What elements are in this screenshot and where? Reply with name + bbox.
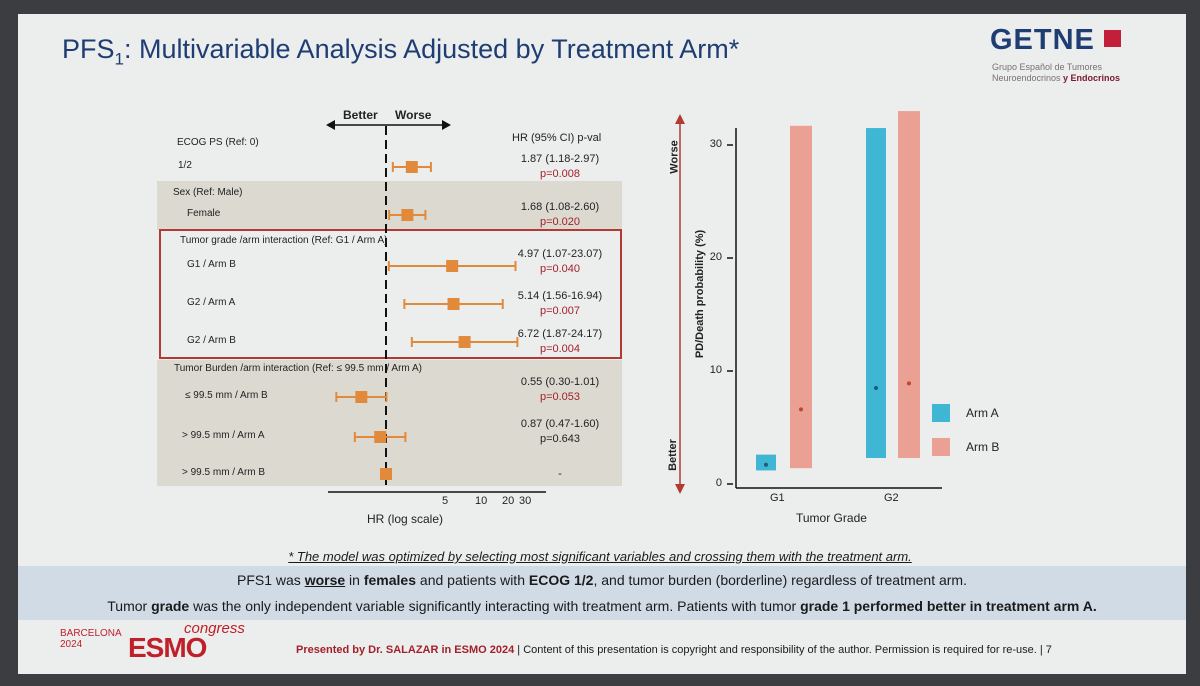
hr-ci-text: 1.87 (1.18-2.97) [520, 153, 600, 165]
hr-point [401, 209, 414, 221]
x-axis-label: HR (log scale) [367, 512, 444, 526]
bar-point-estimate [799, 407, 803, 412]
congress-wordmark: congress [184, 620, 245, 637]
p-value-text: p=0.040 [539, 263, 581, 275]
getne-logo: GETNE Grupo Español de Tumores Neuroendoc… [990, 24, 1130, 96]
logo-word: GETNE [990, 24, 1095, 56]
row-label: G2 / Arm A [187, 297, 236, 308]
p-value-text: p=0.008 [539, 168, 581, 180]
bar-worse-arrow-head [675, 114, 685, 124]
hr-point [374, 431, 387, 443]
logo-square-mark [1104, 30, 1121, 47]
worse-arrow-head [442, 120, 451, 130]
row-label: 1/2 [178, 160, 192, 171]
bar-y-tick-label: 0 [715, 477, 722, 489]
bar-point-estimate [874, 385, 878, 390]
row-label: > 99.5 mm / Arm A [182, 430, 265, 441]
sex-group-band [157, 181, 622, 230]
forest-x-tick: 20 [502, 495, 515, 507]
row-label: G2 / Arm B [187, 335, 236, 346]
hr-ci-text: 0.87 (0.47-1.60) [520, 418, 600, 430]
hr-point [380, 468, 392, 480]
conclusion-line-1: PFS1 was worse in females and patients w… [237, 572, 967, 588]
conclusion-line-2: Tumor grade was the only independent var… [107, 598, 1097, 614]
p-value-text: p=0.053 [539, 391, 581, 403]
forest-x-tick: 10 [475, 495, 488, 507]
group-label-sex: Sex (Ref: Male) [173, 187, 243, 198]
bar-y-tick-label: 30 [709, 138, 722, 150]
p-value-text: - [558, 468, 562, 480]
bar-point-estimate [907, 381, 911, 386]
conclusion-band: PFS1 was worse in females and patients w… [18, 566, 1186, 620]
bar-category-g2: G2 [884, 492, 899, 504]
bar-category-g1: G1 [770, 492, 785, 504]
legend-arm-b-swatch [932, 438, 950, 456]
legend-arm-a-swatch [932, 404, 950, 422]
congress-city: BARCELONA 2024 [60, 628, 122, 650]
group-label-tumor-burden: Tumor Burden /arm interaction (Ref: ≤ 99… [174, 363, 422, 374]
hr-ci-text: 1.68 (1.08-2.60) [520, 201, 600, 213]
bar-better-arrow-head [675, 484, 685, 494]
tumor-burden-group-band [157, 360, 622, 486]
worse-label: Worse [395, 108, 432, 122]
bar-arm-b [790, 125, 812, 469]
row-label: > 99.5 mm / Arm B [182, 467, 266, 478]
esmo-congress-logo: BARCELONA 2024 ESMO congress [56, 620, 256, 664]
group-label-ecog: ECOG PS (Ref: 0) [177, 137, 259, 148]
hr-point [446, 260, 459, 272]
row-label: Female [187, 208, 221, 219]
better-label: Better [343, 108, 378, 122]
bar-y-tick-label: 10 [709, 364, 722, 376]
bar-better-label: Better [666, 439, 679, 471]
hr-ci-text: 5.14 (1.56-16.94) [517, 290, 603, 302]
footnote: * The model was optimized by selecting m… [288, 549, 912, 564]
hr-point [458, 336, 471, 348]
legend-arm-a-label: Arm A [966, 406, 999, 420]
tumor-grade-highlight-box [159, 229, 622, 359]
better-arrow-head [326, 120, 335, 130]
p-value-text: p=0.020 [539, 216, 581, 228]
bar-worse-label: Worse [668, 140, 681, 174]
legend-arm-b-label: Arm B [966, 440, 1000, 454]
p-value-text: p=0.007 [539, 305, 581, 317]
presenter-footer: Presented by Dr. SALAZAR in ESMO 2024 | … [296, 644, 1052, 656]
bar-arm-b [898, 111, 920, 459]
hr-ci-text: 4.97 (1.07-23.07) [517, 248, 603, 260]
hr-point [355, 391, 368, 403]
row-label: ≤ 99.5 mm / Arm B [185, 390, 268, 401]
forest-x-tick: 30 [519, 495, 532, 507]
hr-point [447, 298, 460, 310]
p-value-text: p=0.643 [539, 433, 581, 445]
bar-point-estimate [764, 462, 768, 467]
hr-header: HR (95% CI) p-val [512, 132, 602, 144]
row-label: G1 / Arm B [187, 259, 236, 270]
forest-x-tick: 5 [442, 495, 449, 507]
hr-ci-text: 0.55 (0.30-1.01) [520, 376, 600, 388]
esmo-wordmark: ESMO [128, 632, 207, 663]
bar-y-tick-label: 20 [709, 251, 722, 263]
group-label-tumor-grade: Tumor grade /arm interaction (Ref: G1 / … [180, 235, 388, 246]
bar-arm-a [756, 454, 776, 471]
slide-title: PFS1: Multivariable Analysis Adjusted by… [62, 34, 740, 69]
logo-subtitle: Grupo Español de Tumores Neuroendocrinos … [992, 62, 1121, 83]
bar-y-axis-label: PD/Death probability (%) [694, 229, 706, 359]
bar-x-axis-label: Tumor Grade [796, 511, 867, 525]
hr-ci-text: 6.72 (1.87-24.17) [517, 328, 603, 340]
bar-arm-a [866, 128, 886, 459]
p-value-text: p=0.004 [539, 343, 581, 355]
hr-point [405, 161, 418, 173]
slide [18, 14, 1186, 674]
